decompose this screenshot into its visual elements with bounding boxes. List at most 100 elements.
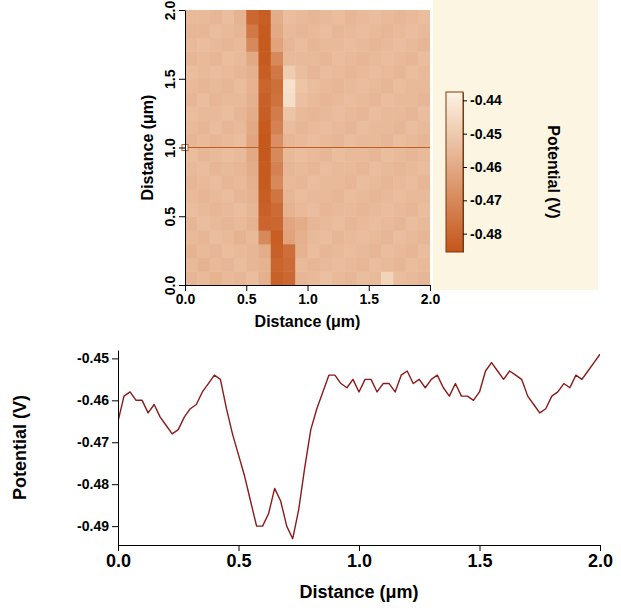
heatmap-cell [406,203,419,217]
x-axis-title: Distance (μm) [299,582,418,602]
heatmap-cell [381,203,394,217]
heatmap-cell [332,93,345,107]
heatmap-cell [344,65,357,79]
axis-line [463,93,464,253]
heatmap-cell [406,258,419,272]
heatmap-cell [344,258,357,272]
heatmap-cell [393,244,406,258]
tick-mark [112,526,118,527]
heatmap-cell [234,271,247,285]
tick-mark [463,134,467,135]
heatmap-cell [308,120,321,134]
heatmap-cell [369,189,382,203]
heatmap-cell [332,230,345,244]
heatmap-cell [210,189,223,203]
tick-label: 1.5 [360,291,380,307]
tick-label: -0.44 [470,92,502,108]
heatmap-cell [185,161,198,175]
heatmap-cell [344,175,357,189]
heatmap-cell [295,24,308,38]
heatmap-cell [332,271,345,285]
heatmap-cell [246,161,259,175]
heatmap-cell [418,134,430,148]
heatmap-cell [393,230,406,244]
heatmap-cell [234,258,247,272]
heatmap-cell [393,203,406,217]
heatmap-cell [381,216,394,230]
heatmap-cell [210,10,223,24]
heatmap-cell [308,93,321,107]
heatmap-cell [308,244,321,258]
heatmap-cell [185,106,198,120]
heatmap-cell [320,203,333,217]
heatmap-cell [393,93,406,107]
heatmap-cell [222,161,235,175]
heatmap-cell [283,24,296,38]
heatmap-cell [295,10,308,24]
heatmap-cell [222,271,235,285]
heatmap-cell [222,134,235,148]
heatmap-cell [406,189,419,203]
heatmap-cell [369,106,382,120]
heatmap-cell [185,189,198,203]
heatmap-cell [197,120,210,134]
heatmap-cell [185,175,198,189]
heatmap-cell [246,79,259,93]
heatmap-cell [271,161,284,175]
heatmap-cell [210,38,223,52]
heatmap-cell [320,38,333,52]
heatmap-cell [210,106,223,120]
heatmap-cell [234,51,247,65]
tick-mark [463,234,467,235]
heatmap-cell [344,38,357,52]
tick: 0.5 [226,545,251,571]
heatmap-cell [210,175,223,189]
heatmap-cell [259,93,272,107]
heatmap-cell [295,148,308,162]
heatmap-cell [320,258,333,272]
heatmap-cell [234,230,247,244]
heatmap-cell [320,230,333,244]
heatmap-cell [332,244,345,258]
heatmap-cell [283,10,296,24]
heatmap-cell [234,10,247,24]
heatmap-cell [320,271,333,285]
heatmap-cell [234,161,247,175]
heatmap-cell [369,230,382,244]
colorbar-panel [433,0,598,290]
tick-label: 0.5 [237,291,257,307]
heatmap-cell [308,51,321,65]
heatmap-cell [418,271,430,285]
tick-mark [179,148,185,149]
heatmap-cell [320,10,333,24]
tick: -0.45 [77,350,118,366]
heatmap-cell [271,120,284,134]
heatmap-cell [197,38,210,52]
heatmap-cell [246,203,259,217]
heatmap-cell [246,38,259,52]
heatmap-cell [222,216,235,230]
heatmap-cell [332,79,345,93]
heatmap-cell [185,79,198,93]
heatmap-cell [320,161,333,175]
tick-mark [112,358,118,359]
x-axis-title: Distance (μm) [255,313,361,330]
heatmap-cell [283,120,296,134]
heatmap-cell [406,244,419,258]
heatmap-cell [259,134,272,148]
heatmap-cell [344,93,357,107]
tick: -0.48 [77,476,118,492]
heatmap-cell [197,93,210,107]
heatmap-cell [222,175,235,189]
heatmap-cell [197,10,210,24]
heatmap-cell [406,79,419,93]
heatmap-cell [357,10,370,24]
heatmap-cell [259,10,272,24]
heatmap-cell [259,271,272,285]
tick-label: 2.0 [588,551,613,571]
heatmap-cell [406,10,419,24]
tick: 1.0 [162,138,185,158]
heatmap-cell [222,93,235,107]
heatmap-cell [259,216,272,230]
heatmap-cell [185,51,198,65]
